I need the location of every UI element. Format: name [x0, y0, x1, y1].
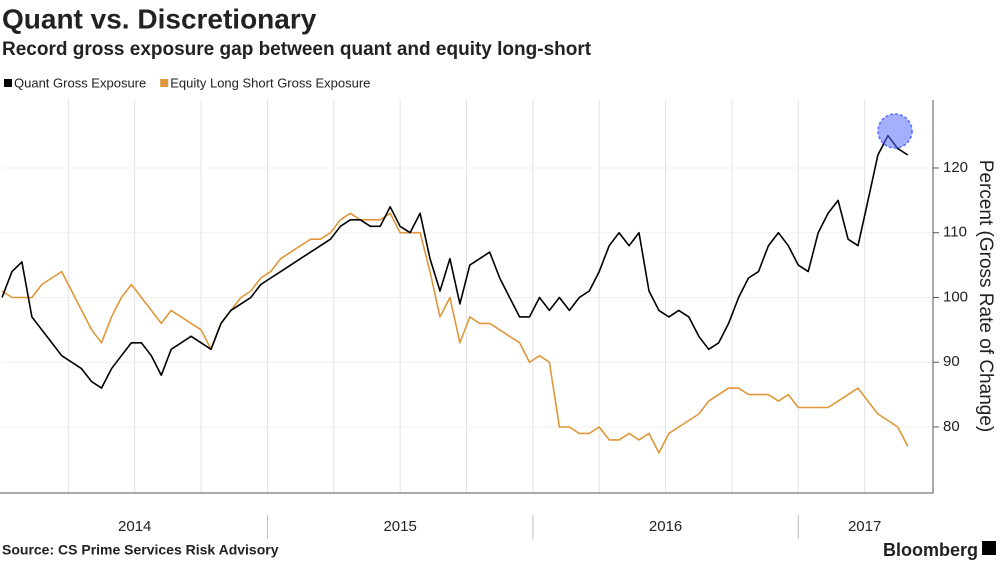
y-tick-label: 120: [943, 159, 968, 176]
highlight: [877, 113, 913, 149]
source: Source: CS Prime Services Risk Advisory: [2, 542, 279, 558]
x-tick-label: 2017: [848, 518, 881, 535]
legend-swatch: [160, 79, 169, 87]
legend-swatch: [4, 79, 12, 87]
chart-subtitle: Record gross exposure gap between quant …: [2, 39, 592, 60]
y-axis-label: Percent (Gross Rate of Change): [975, 160, 996, 432]
legend-label: Quant Gross Exposure: [14, 75, 146, 90]
brand-logo: [982, 541, 996, 555]
legend-label: Equity Long Short Gross Exposure: [170, 75, 370, 90]
x-tick-label: 2016: [649, 518, 682, 535]
brand: Bloomberg: [883, 540, 978, 560]
y-tick-label: 90: [943, 353, 960, 370]
series-line: [1, 134, 909, 389]
y-tick-label: 110: [943, 224, 967, 241]
chart-title: Quant vs. Discretionary: [2, 3, 317, 34]
x-tick-label: 2014: [118, 518, 151, 535]
x-tick-label: 2015: [383, 518, 416, 535]
series-line: [1, 212, 909, 454]
y-tick-label: 80: [943, 418, 960, 435]
y-tick-label: 100: [943, 288, 968, 305]
